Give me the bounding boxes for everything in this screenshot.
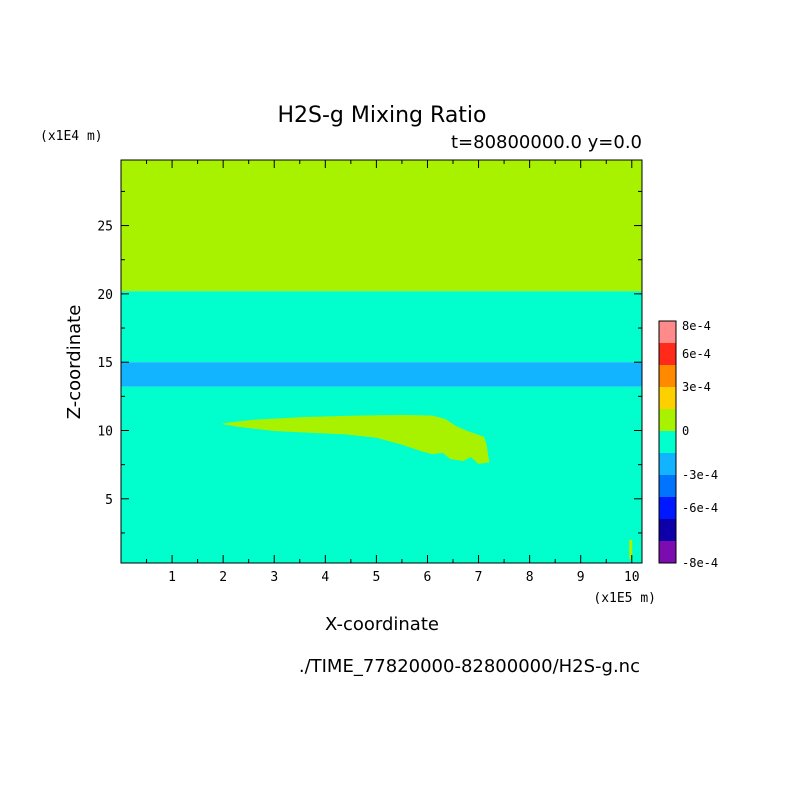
y-multiplier: (x1E4 m) (40, 129, 103, 144)
colorbar-swatch (659, 519, 676, 541)
x-tick-label: 8 (526, 570, 534, 585)
colorbar-swatch (659, 409, 676, 431)
chart-subtitle: t=80800000.0 y=0.0 (451, 132, 642, 153)
x-tick-label: 10 (624, 570, 640, 585)
colorbar-label: 8e-4 (682, 319, 711, 333)
colorbar-swatch (659, 541, 676, 563)
colorbar-frame (658, 320, 677, 564)
y-axis-label: Z-coordinate (64, 305, 85, 420)
x-tick-label: 7 (475, 570, 483, 585)
colorbar-label: 3e-4 (682, 380, 711, 394)
colorbar-swatch (659, 387, 676, 409)
colorbar-swatch (659, 321, 676, 343)
x-tick-label: 9 (577, 570, 585, 585)
region-plume (223, 414, 490, 464)
x-multiplier: (x1E5 m) (593, 591, 656, 606)
colorbar-swatch (659, 365, 676, 387)
x-tick-label: 3 (270, 570, 278, 585)
colorbar: 8e-4 6e-4 3e-4 0 -3e-4 -6e-4 -8e-4 (658, 319, 718, 570)
region-negative-band (121, 362, 642, 387)
x-tick-label: 6 (424, 570, 432, 585)
y-tick-label: 10 (97, 424, 113, 439)
region-lower-layer (121, 386, 642, 563)
x-tick-label: 4 (321, 570, 329, 585)
y-tick-label: 5 (105, 493, 113, 508)
colorbar-label: -6e-4 (682, 501, 718, 515)
colorbar-label: -3e-4 (682, 468, 718, 482)
x-tick-label: 1 (168, 570, 176, 585)
region-upper-layer (121, 160, 642, 292)
region-middle-layer (121, 291, 642, 363)
colorbar-swatch (659, 475, 676, 497)
x-axis-label: X-coordinate (325, 614, 439, 635)
colorbar-label: 6e-4 (682, 347, 711, 361)
y-tick-label: 20 (97, 288, 113, 303)
colorbar-label: 0 (682, 424, 689, 438)
colorbar-swatch (659, 453, 676, 475)
y-tick-label: 15 (97, 356, 113, 371)
plot-frame (120, 159, 643, 564)
y-tick-label: 25 (97, 220, 113, 235)
colorbar-swatch (659, 497, 676, 519)
plot-area: 1 2 3 4 5 6 7 8 9 10 5 10 15 20 25 (97, 159, 643, 585)
chart-title: H2S-g Mixing Ratio (277, 103, 486, 128)
file-path: ./TIME_77820000-82800000/H2S-g.nc (299, 656, 640, 677)
colorbar-label: -8e-4 (682, 556, 718, 570)
colorbar-swatch (659, 431, 676, 453)
region-edge-streak (629, 539, 633, 559)
x-tick-label: 5 (372, 570, 380, 585)
x-tick-label: 2 (219, 570, 227, 585)
colorbar-swatch (659, 343, 676, 365)
